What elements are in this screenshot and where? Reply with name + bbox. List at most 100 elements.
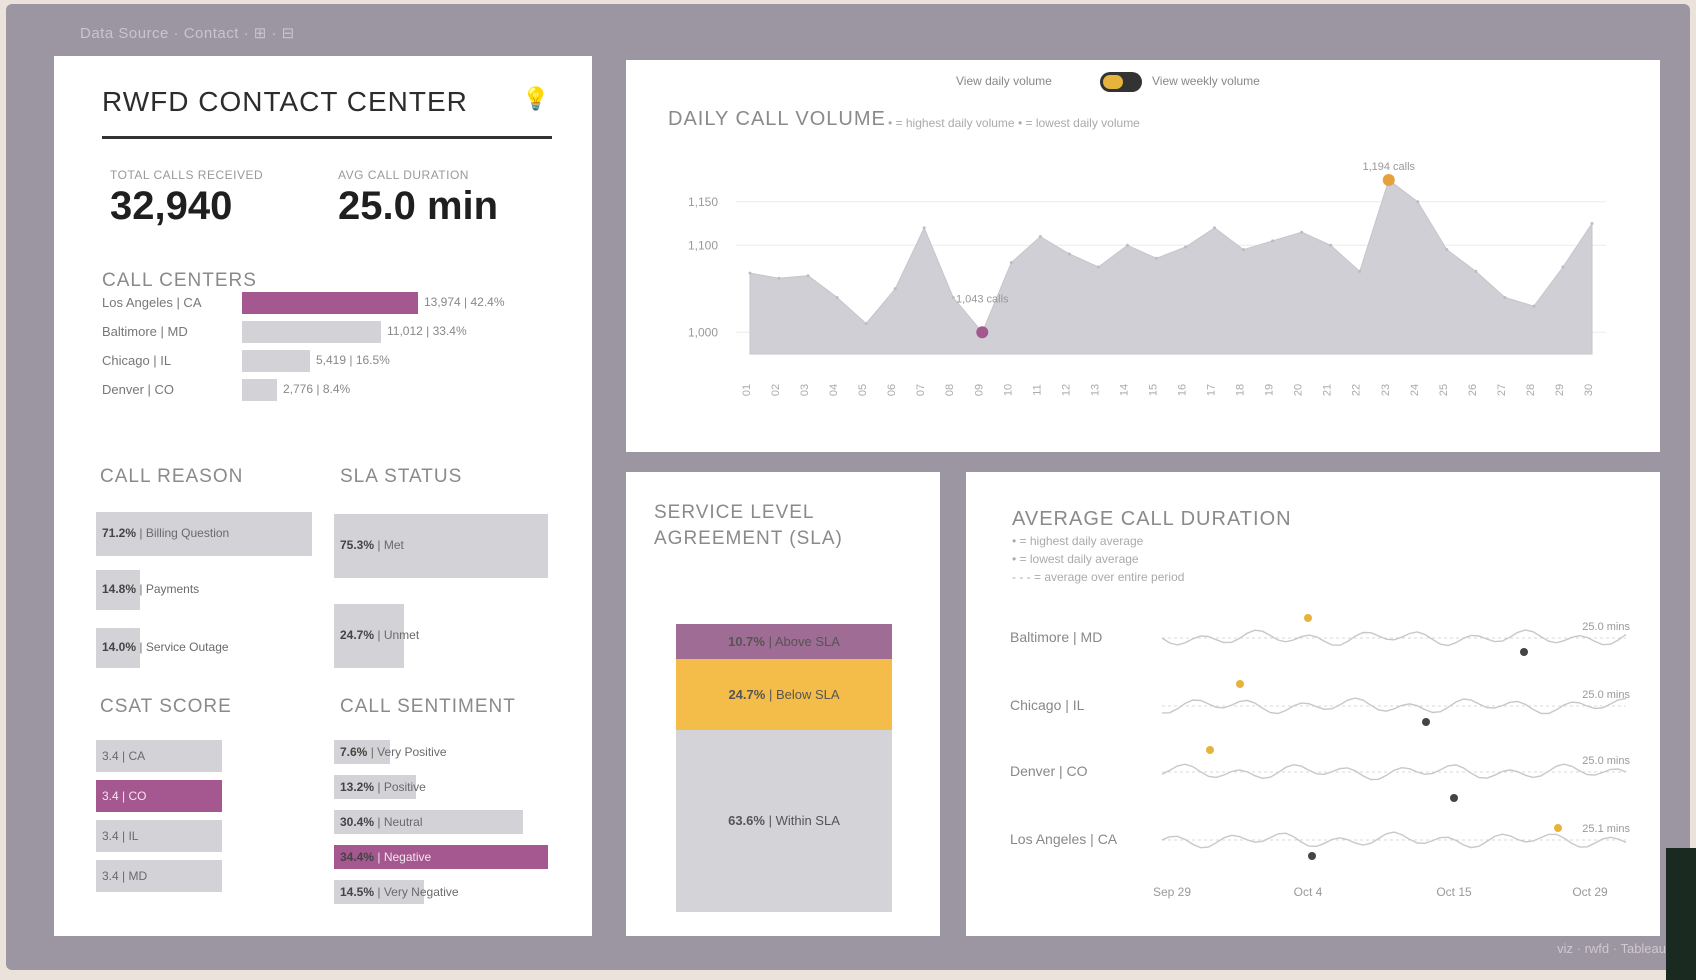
toggle-label-daily[interactable]: View daily volume xyxy=(956,74,1052,88)
volume-point xyxy=(748,271,752,275)
sla-title-line2: AGREEMENT (SLA) xyxy=(654,528,843,549)
sentiment-bar[interactable] xyxy=(334,845,548,869)
call-reason-pct: 71.2% xyxy=(102,526,137,540)
call-center-bar[interactable] xyxy=(242,292,418,314)
call-reason-label: 14.8% | Payments xyxy=(102,582,200,596)
x-tick-label: 21 xyxy=(1322,384,1334,396)
call-reason-box[interactable] xyxy=(96,570,140,610)
call-reason-label: 14.0% | Service Outage xyxy=(102,640,229,654)
call-center-value: 13,974 | 42.4% xyxy=(424,295,505,309)
sentiment-name: Very Negative xyxy=(383,885,459,899)
duration-row-name: Denver | CO xyxy=(1010,763,1088,779)
csat-label: 3.4 | IL xyxy=(102,829,139,843)
volume-point xyxy=(1154,256,1158,260)
lightbulb-icon[interactable]: 💡 xyxy=(522,86,550,111)
volume-point xyxy=(1096,265,1100,269)
duration-high-marker xyxy=(1304,614,1312,622)
duration-row-name: Los Angeles | CA xyxy=(1010,831,1118,847)
daily-volume-legend: • = highest daily volume • = lowest dail… xyxy=(888,116,1140,130)
sla-segment-label: 63.6% | Within SLA xyxy=(728,813,840,828)
x-tick-label: 24 xyxy=(1409,384,1421,396)
max-volume-marker xyxy=(1382,174,1395,186)
call-center-name: Denver | CO xyxy=(102,382,175,397)
volume-point xyxy=(835,295,839,299)
csat-box[interactable] xyxy=(96,780,222,812)
sla-segment-name: Below SLA xyxy=(775,687,840,702)
call-center-bar[interactable] xyxy=(242,379,277,401)
sla-status-box[interactable] xyxy=(334,514,548,578)
toggle-label-weekly[interactable]: View weekly volume xyxy=(1152,74,1260,88)
sentiment-bar[interactable] xyxy=(334,880,424,904)
x-tick-label: 04 xyxy=(828,384,840,396)
volume-point xyxy=(1416,200,1420,204)
y-tick-label: 1,100 xyxy=(688,238,718,252)
daily-weekly-toggle[interactable] xyxy=(1100,72,1142,92)
breadcrumb[interactable]: Data Source · Contact · ⊞ · ⊟ xyxy=(80,25,295,42)
sentiment-label: 7.6% | Very Positive xyxy=(340,745,447,759)
call-center-value: 2,776 | 8.4% xyxy=(283,382,351,396)
sla-status-box[interactable] xyxy=(334,604,404,668)
duration-x-label: Sep 29 xyxy=(1153,885,1191,899)
call-reason-box[interactable] xyxy=(96,628,140,668)
volume-point xyxy=(1445,248,1449,252)
call-reason-title: CALL REASON xyxy=(100,466,244,487)
sentiment-bar[interactable] xyxy=(334,775,416,799)
duration-high-marker xyxy=(1206,746,1214,754)
footer-credits: viz · rwfd · Tableau xyxy=(1557,941,1666,956)
call-reason-box[interactable] xyxy=(96,512,312,556)
csat-box[interactable] xyxy=(96,820,222,852)
sentiment-bar[interactable] xyxy=(334,740,390,764)
sentiment-name: Very Positive xyxy=(377,745,447,759)
volume-point xyxy=(1242,248,1246,252)
call-center-row[interactable]: Los Angeles | CA 13,974 | 42.4% xyxy=(102,292,562,314)
volume-point xyxy=(1300,230,1304,234)
call-center-bar[interactable] xyxy=(242,321,381,343)
call-reason-label: 71.2% | Billing Question xyxy=(102,526,230,540)
duration-sparkline xyxy=(1161,763,1627,781)
x-tick-label: 03 xyxy=(799,384,811,396)
sla-segment[interactable]: 63.6% | Within SLA xyxy=(676,730,892,912)
sentiment-label: 30.4% | Neutral xyxy=(340,815,423,829)
min-volume-marker xyxy=(976,326,989,339)
call-center-bar[interactable] xyxy=(242,350,310,372)
daily-volume-title: DAILY CALL VOLUME xyxy=(668,108,886,130)
avg-duration-title: AVERAGE CALL DURATION xyxy=(1012,508,1292,530)
sentiment-bar[interactable] xyxy=(334,810,523,834)
daily-volume-chart: 1,000 1,100 1,150 01 02 03 04 05 06 07 08 09 10 11 12 1… xyxy=(688,161,1606,396)
sla-status-label: 75.3% | Met xyxy=(340,538,404,552)
volume-point xyxy=(1590,222,1594,225)
sla-segment-label: 24.7% | Below SLA xyxy=(728,687,840,702)
x-tick-label: 19 xyxy=(1264,384,1276,396)
x-tick-label: 09 xyxy=(973,384,985,396)
x-tick-label: 29 xyxy=(1554,384,1566,396)
sentiment-label: 34.4% | Negative xyxy=(340,850,432,864)
sentiment-title: CALL SENTIMENT xyxy=(340,696,516,717)
volume-point xyxy=(1532,304,1536,308)
duration-x-label: Oct 4 xyxy=(1294,885,1323,899)
csat-box[interactable] xyxy=(96,860,222,892)
sla-segment[interactable]: 10.7% | Above SLA xyxy=(676,624,892,659)
x-tick-label: 17 xyxy=(1206,384,1218,396)
sla-segment[interactable]: 24.7% | Below SLA xyxy=(676,659,892,730)
duration-legend-high: • = highest daily average xyxy=(1012,534,1144,548)
x-tick-label: 05 xyxy=(857,384,869,396)
duration-sparkline xyxy=(1161,629,1627,647)
call-center-name: Los Angeles | CA xyxy=(102,295,202,310)
csat-box[interactable] xyxy=(96,740,222,772)
call-center-row[interactable]: Chicago | IL 5,419 | 16.5% xyxy=(102,350,562,372)
volume-toggle-group: View daily volume View weekly volume xyxy=(956,72,1356,92)
call-center-row[interactable]: Baltimore | MD 11,012 | 33.4% xyxy=(102,321,562,343)
kpi-total-calls-value: 32,940 xyxy=(110,184,233,228)
x-tick-label: 30 xyxy=(1583,384,1595,396)
kpi-avg-duration-label: AVG CALL DURATION xyxy=(338,168,469,182)
call-reason-name: Service Outage xyxy=(145,640,229,654)
volume-point xyxy=(1038,235,1042,239)
duration-low-marker xyxy=(1422,718,1430,726)
volume-point xyxy=(1503,295,1507,299)
duration-high-marker xyxy=(1554,824,1562,832)
sentiment-name: Neutral xyxy=(383,815,423,829)
duration-low-marker xyxy=(1308,852,1316,860)
call-center-row[interactable]: Denver | CO 2,776 | 8.4% xyxy=(102,379,562,401)
duration-legend-avg: - - - = average over entire period xyxy=(1012,570,1185,584)
sentiment-pct: 34.4% xyxy=(340,850,375,864)
